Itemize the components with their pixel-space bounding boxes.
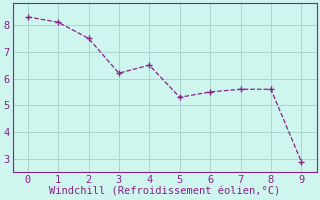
X-axis label: Windchill (Refroidissement éolien,°C): Windchill (Refroidissement éolien,°C) <box>49 187 280 197</box>
